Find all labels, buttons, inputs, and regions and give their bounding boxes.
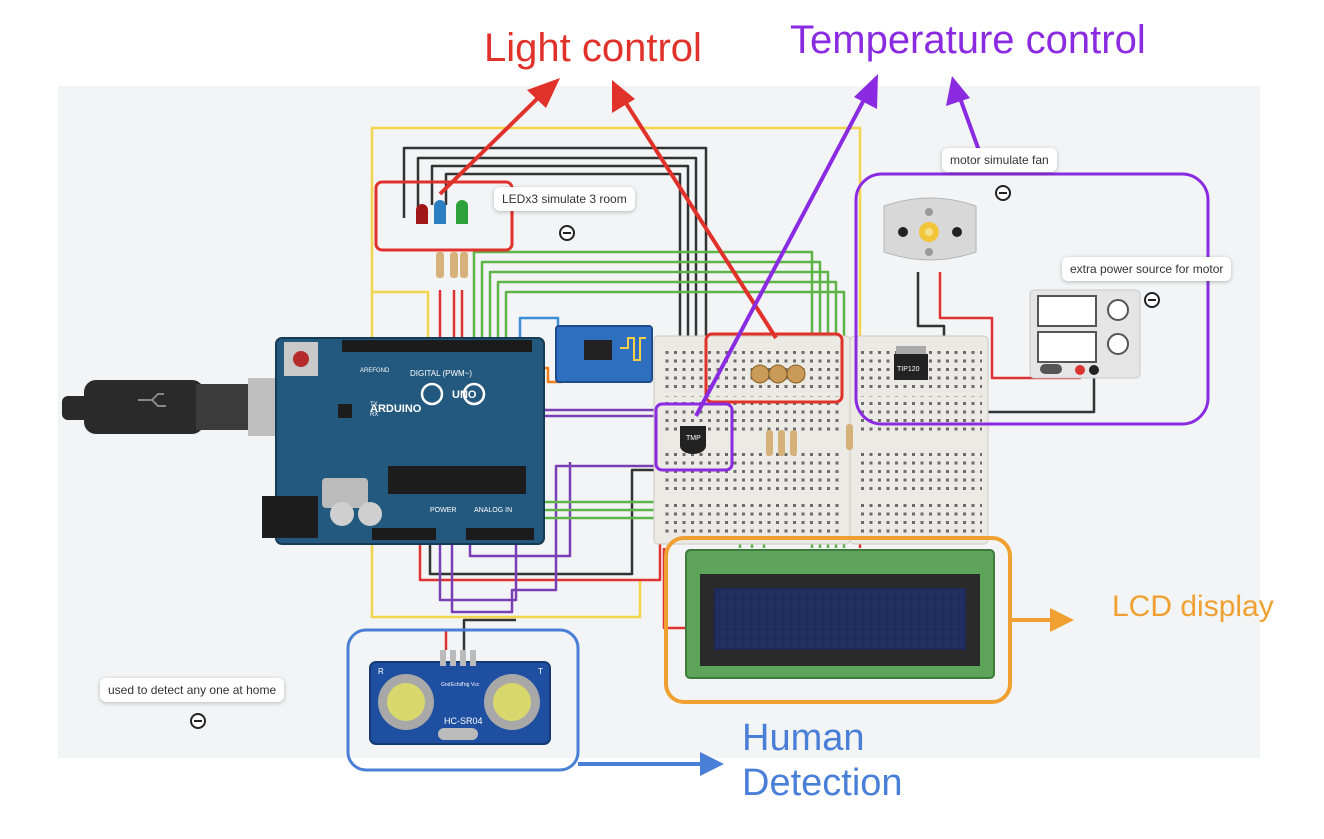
power-pins-label: POWER — [430, 507, 456, 514]
ultrasonic-pin-trig: Trig — [461, 682, 470, 688]
esp8266-wifi-module — [555, 325, 653, 383]
minus-circle-icon[interactable] — [559, 225, 575, 241]
digital-pins-label: DIGITAL (PWM~) — [410, 369, 472, 378]
led-resistor-2 — [450, 252, 458, 278]
minus-circle-icon[interactable] — [995, 185, 1011, 201]
human-detection-annotation: Human Detection — [742, 717, 903, 804]
power-source-note: extra power source for motor — [1062, 257, 1232, 281]
rx-label: RX — [370, 412, 378, 418]
light-control-annotation: Light control — [484, 26, 702, 70]
analog-pins-label: ANALOG IN — [474, 507, 512, 514]
tip120-label: TIP120 — [897, 366, 920, 373]
ultrasonic-r-label: R — [378, 667, 384, 676]
tx-label: TX — [370, 402, 378, 408]
green-led — [456, 200, 468, 224]
arduino-uno-board — [262, 337, 545, 545]
led-resistor-1 — [436, 252, 444, 278]
ultrasonic-pin-echo: Echo — [451, 682, 463, 688]
tip120-transistor — [894, 346, 928, 380]
led-resistor-3 — [460, 252, 468, 278]
presence-note: used to detect any one at home — [100, 678, 285, 702]
photoresistors — [750, 364, 853, 456]
minus-circle-icon[interactable] — [1144, 292, 1160, 308]
annotation-arrows — [438, 74, 1074, 776]
lcd-16x2-display — [685, 549, 995, 679]
usb-cable-icon — [62, 378, 276, 436]
ultrasonic-highlight-box — [346, 628, 580, 772]
bench-power-supply — [1029, 289, 1141, 379]
arduino-brand: ARDUINO — [370, 403, 422, 415]
minus-circle-icon[interactable] — [190, 713, 206, 729]
motor-highlight-box — [854, 172, 1210, 426]
tmp-label: TMP — [686, 435, 701, 442]
ultrasonic-pin-gnd: Gnd — [441, 682, 451, 688]
dc-motor-icon — [883, 197, 977, 261]
temperature-control-annotation: Temperature control — [790, 18, 1146, 62]
gnd-pin-label: GND — [376, 368, 390, 374]
aref-pin-label: AREF — [360, 368, 376, 374]
ultrasonic-model-label: HC-SR04 — [444, 716, 483, 726]
led-highlight-box — [374, 180, 514, 252]
ultrasonic-t-label: T — [538, 667, 543, 676]
hc-sr04-ultrasonic-sensor — [369, 650, 551, 745]
motor-note: motor simulate fan — [942, 148, 1057, 172]
breadboard-secondary — [849, 335, 989, 545]
red-led — [416, 204, 428, 224]
led-note: LEDx3 simulate 3 room — [494, 187, 635, 211]
temp-sensor-highlight-box — [654, 402, 734, 472]
led-group — [416, 200, 468, 278]
arduino-model: UNO — [452, 389, 477, 401]
ultrasonic-pin-vcc: Vcc — [471, 682, 480, 688]
blue-led — [434, 200, 446, 224]
lcd-display-annotation: LCD display — [1112, 590, 1274, 623]
tmp36-temperature-sensor — [680, 426, 706, 454]
